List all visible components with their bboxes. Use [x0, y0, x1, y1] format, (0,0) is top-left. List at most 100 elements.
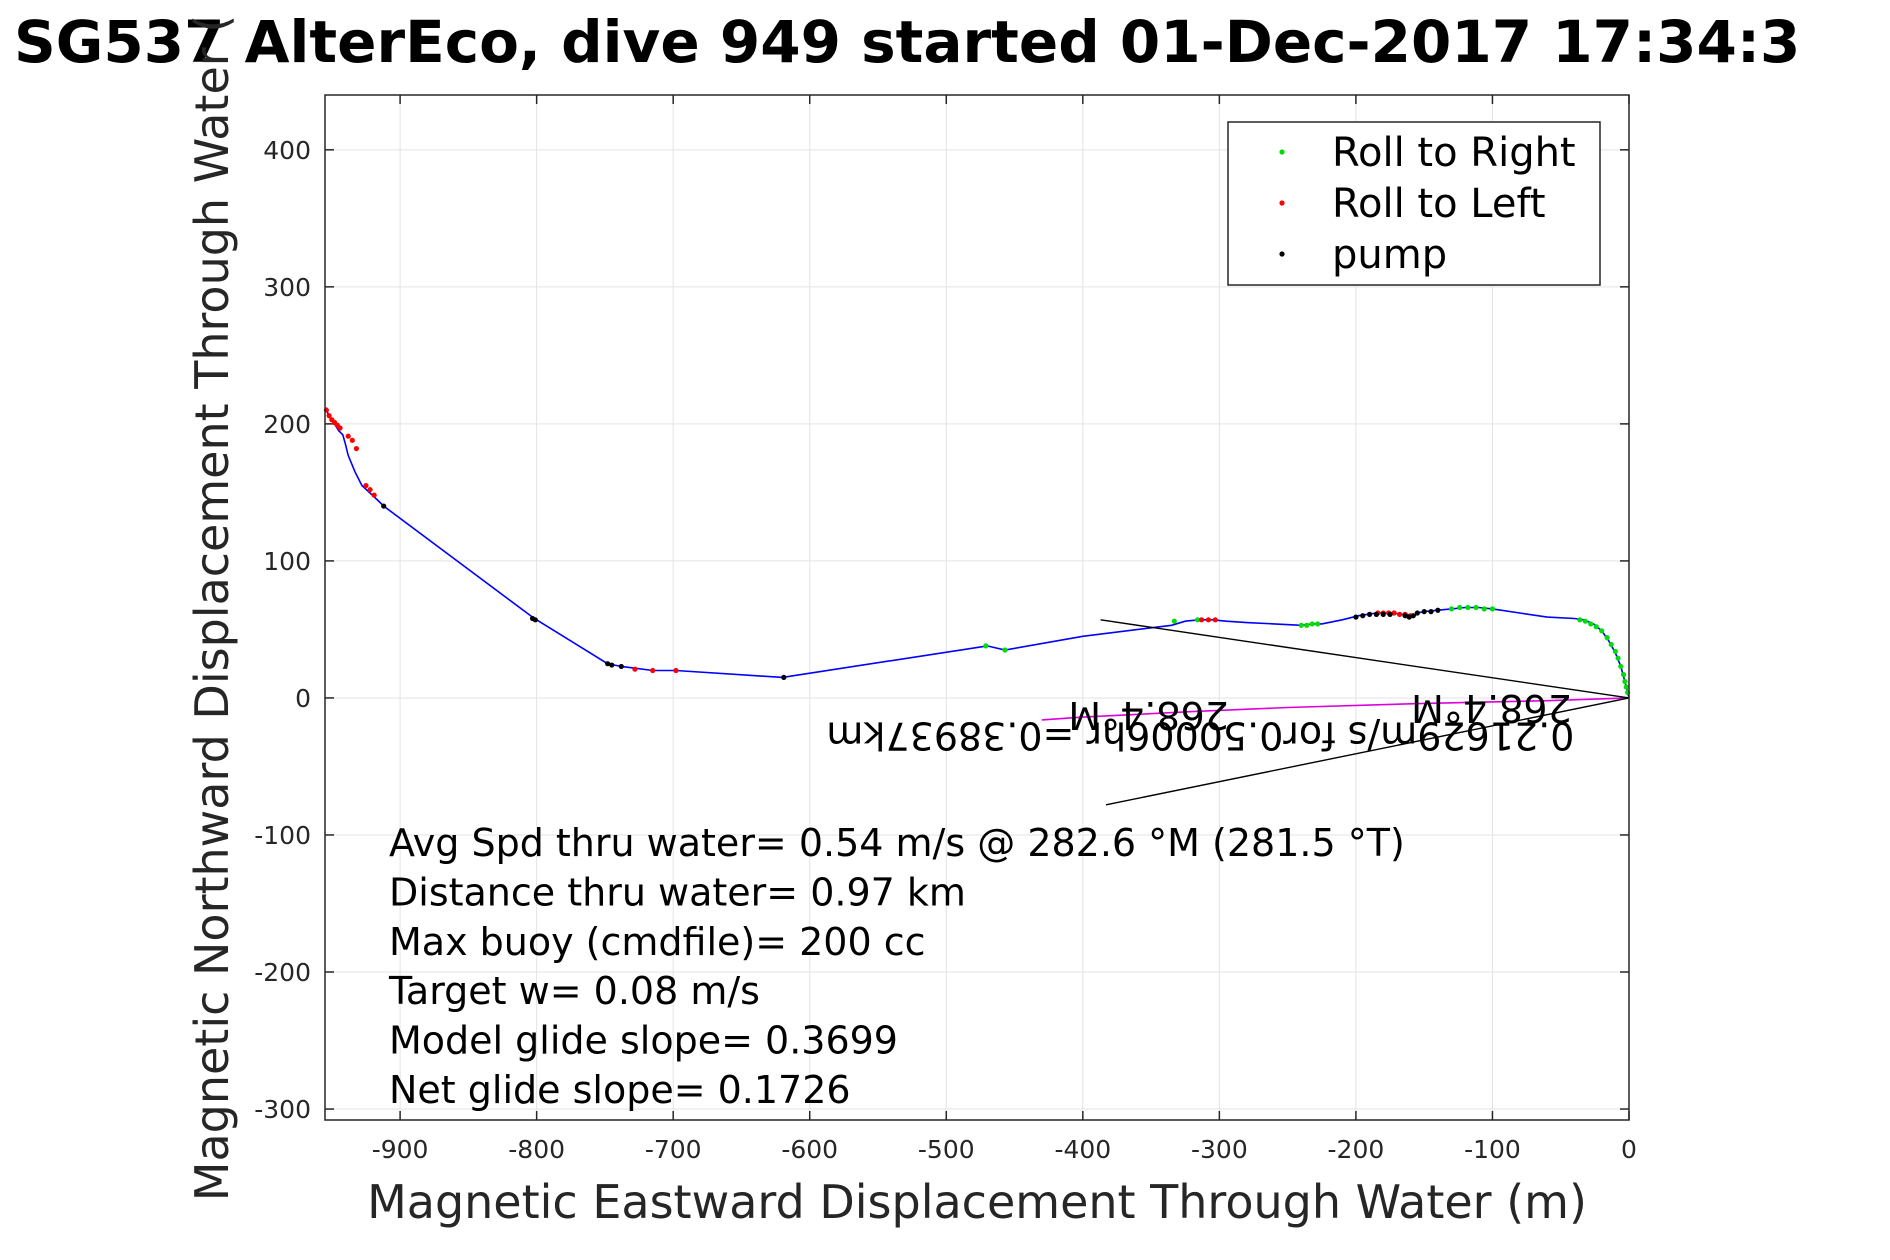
roll-right-point	[1612, 648, 1618, 654]
flipped-annotation: 0.21629m/s for0.50006hr =0.38937km	[826, 714, 1574, 758]
roll-right-point	[1473, 604, 1479, 611]
legend: Roll to Right Roll to Left pump	[1227, 121, 1601, 286]
legend-label: pump	[1332, 232, 1447, 278]
roll-right-point	[1593, 624, 1599, 630]
pump-point	[1373, 611, 1379, 617]
roll-right-point	[1315, 621, 1321, 627]
roll-right-point	[1489, 606, 1496, 612]
roll-left-point	[1212, 617, 1218, 623]
pump-point	[1380, 611, 1386, 617]
legend-marker	[1279, 149, 1285, 155]
roll-left-point	[673, 667, 679, 674]
flipped-annotation: 268.4°M	[1068, 693, 1229, 737]
pump-point	[381, 503, 387, 509]
roll-left-point	[632, 666, 638, 672]
stats-line: Distance thru water= 0.97 km	[389, 870, 966, 914]
x-tick-label: 0	[1621, 1135, 1637, 1164]
legend-label: Roll to Right	[1332, 130, 1576, 176]
roll-right-point	[1448, 606, 1455, 612]
roll-right-point	[1604, 635, 1610, 641]
roll-left-point	[650, 667, 656, 674]
roll-right-point	[1194, 617, 1201, 623]
roll-left-point	[363, 482, 369, 489]
roll-right-point	[1608, 641, 1614, 648]
flipped-annotations: 268.4°M 268.4°M0.21629m/s for0.50006hr =0…	[826, 686, 1574, 757]
roll-right-point	[1304, 622, 1310, 628]
y-tick-label: 300	[263, 273, 311, 302]
roll-left-point	[353, 445, 360, 452]
roll-left-point	[1199, 617, 1205, 623]
x-tick-label: -500	[918, 1135, 975, 1164]
stats-line: Model glide slope= 0.3699	[389, 1019, 898, 1063]
pump-point	[1406, 614, 1412, 620]
pump-point	[1435, 607, 1441, 613]
roll-right-point	[1582, 618, 1588, 624]
stats-line: Avg Spd thru water= 0.54 m/s @ 282.6 °M …	[389, 821, 1405, 865]
y-axis-ticks: 400 300 200 100 0 -100 -200 -300	[254, 136, 1629, 1124]
x-tick-label: -800	[508, 1135, 565, 1164]
roll-left-point	[367, 487, 373, 493]
pump-point	[1387, 611, 1393, 617]
pump-point	[1360, 613, 1366, 619]
stats-text: Avg Spd thru water= 0.54 m/s @ 282.6 °M …	[388, 821, 1405, 1112]
roll-left-point	[326, 413, 332, 419]
x-tick-label: -200	[1328, 1135, 1385, 1164]
y-tick-label: 400	[263, 136, 311, 165]
stats-line: Net glide slope= 0.1726	[389, 1068, 851, 1112]
roll-left-point	[329, 417, 335, 423]
roll-left-point	[349, 437, 355, 443]
y-tick-label: -300	[254, 1095, 311, 1124]
chart-title: SG537 AlterEco, dive 949 started 01-Dec-…	[14, 8, 1800, 76]
pump-point	[609, 662, 615, 668]
legend-label: Roll to Left	[1332, 181, 1546, 227]
x-tick-label: -100	[1464, 1135, 1521, 1164]
x-tick-label: -300	[1191, 1135, 1248, 1164]
pump-point	[1366, 611, 1373, 617]
pump-point	[1353, 614, 1359, 620]
flipped-annotation: 268.4°M	[1411, 686, 1572, 730]
data-series	[325, 407, 1630, 721]
legend-marker	[1279, 200, 1285, 206]
roll-right-point	[1599, 628, 1605, 634]
x-tick-label: -900	[372, 1135, 429, 1164]
plot-frame	[324, 94, 1630, 1121]
roll-right-point	[1298, 622, 1304, 628]
x-axis-label: Magnetic Eastward Displacement Through W…	[367, 1175, 1587, 1229]
stats-line: Max buoy (cmdfile)= 200 cc	[389, 920, 926, 964]
roll-left-point	[1391, 610, 1397, 616]
x-tick-label: -700	[645, 1135, 702, 1164]
roll-right-point	[1618, 663, 1624, 670]
roll-right-point	[1457, 604, 1463, 611]
y-tick-label: 100	[263, 547, 311, 576]
roll-right-point	[1002, 647, 1008, 653]
legend-marker	[1279, 251, 1285, 257]
roll-right-point	[1622, 678, 1628, 685]
roll-right-point	[1577, 617, 1583, 623]
pump-point	[1414, 610, 1420, 616]
series-line	[325, 407, 1630, 699]
annotation-line	[1100, 619, 1630, 699]
roll-right-point	[1623, 684, 1629, 690]
pump-point	[1410, 613, 1416, 619]
y-tick-label: 200	[263, 410, 311, 439]
y-axis-label: Magnetic Northward Displacement Through …	[185, 15, 239, 1201]
pump-point	[618, 663, 624, 670]
y-tick-label: -100	[254, 821, 311, 850]
y-tick-label: 0	[295, 684, 311, 713]
roll-right-point	[1620, 672, 1627, 678]
roll-left-point	[345, 433, 351, 439]
legend-box	[1227, 121, 1601, 286]
roll-right-point	[1171, 618, 1177, 624]
roll-right-point	[1465, 604, 1471, 611]
stats-line: Target w= 0.08 m/s	[388, 969, 760, 1013]
roll-right-point	[1588, 621, 1594, 627]
pump-point	[529, 615, 536, 622]
series-line	[1041, 697, 1630, 721]
roll-right-point	[983, 643, 989, 649]
x-axis-ticks: -900 -800 -700 -600 -500 -400 -300 -200 -100 0	[372, 95, 1637, 1164]
pump-point	[1421, 609, 1427, 615]
annotation-line	[1105, 697, 1630, 806]
pump-point	[781, 674, 787, 680]
pump-point	[1428, 609, 1434, 615]
